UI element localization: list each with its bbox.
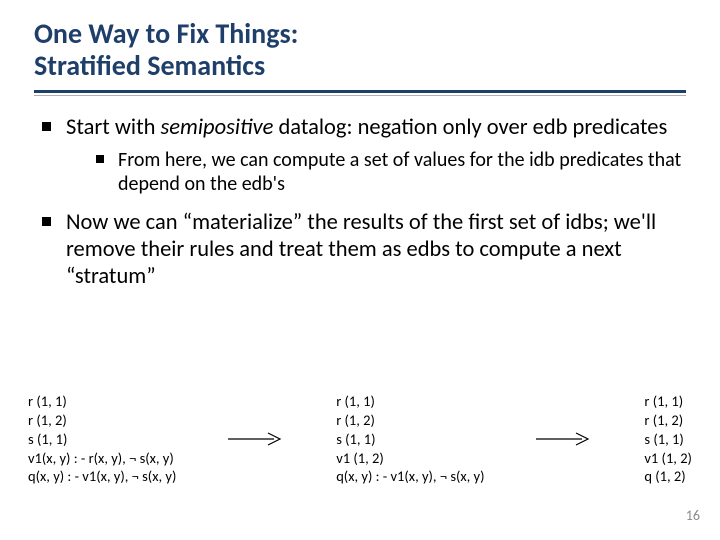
bullet-1-em: semipositive	[161, 114, 274, 141]
c2-l1: r (1, 1)	[336, 392, 484, 411]
title-line-2: Stratified Semantics	[34, 48, 265, 83]
c2-l5: q(x, y) : - v1(x, y), ¬ s(x, y)	[336, 467, 484, 486]
arrow-1-icon	[224, 432, 288, 446]
sub-bullet-list: From here, we can compute a set of value…	[66, 148, 686, 197]
c3-l2: r (1, 2)	[644, 411, 692, 430]
slide-title: One Way to Fix Things: Stratified Semant…	[34, 18, 686, 82]
c1-l3: s (1, 1)	[28, 430, 176, 449]
sub-bullet-1: From here, we can compute a set of value…	[94, 148, 686, 197]
bullet-list: Start with semipositive datalog: negatio…	[34, 114, 686, 291]
stratum-col-1: r (1, 1) r (1, 2) s (1, 1) v1(x, y) : - …	[28, 392, 176, 486]
c1-l1: r (1, 1)	[28, 392, 176, 411]
stratum-col-3: r (1, 1) r (1, 2) s (1, 1) v1 (1, 2) q (…	[644, 392, 692, 486]
c3-l1: r (1, 1)	[644, 392, 692, 411]
bullet-1-pre: Start with	[66, 114, 161, 141]
c3-l5: q (1, 2)	[644, 467, 692, 486]
bullet-2-text: Now we can “materialize” the results of …	[66, 209, 656, 291]
c3-l4: v1 (1, 2)	[644, 449, 692, 468]
sub-bullet-1-text: From here, we can compute a set of value…	[118, 148, 681, 196]
c2-l4: v1 (1, 2)	[336, 449, 484, 468]
bullet-1: Start with semipositive datalog: negatio…	[40, 114, 686, 196]
c3-l3: s (1, 1)	[644, 430, 692, 449]
title-line-1: One Way to Fix Things:	[34, 16, 298, 51]
strata-row: r (1, 1) r (1, 2) s (1, 1) v1(x, y) : - …	[28, 392, 692, 486]
c1-l2: r (1, 2)	[28, 411, 176, 430]
c1-l4: v1(x, y) : - r(x, y), ¬ s(x, y)	[28, 449, 176, 468]
bullet-1-post: datalog: negation only over edb predicat…	[273, 114, 667, 141]
bullet-2: Now we can “materialize” the results of …	[40, 209, 686, 291]
title-rule	[34, 90, 686, 96]
c1-l5: q(x, y) : - v1(x, y), ¬ s(x, y)	[28, 467, 176, 486]
arrow-2-icon	[532, 432, 596, 446]
page-number: 16	[686, 507, 700, 524]
c2-l3: s (1, 1)	[336, 430, 484, 449]
stratum-col-2: r (1, 1) r (1, 2) s (1, 1) v1 (1, 2) q(x…	[336, 392, 484, 486]
c2-l2: r (1, 2)	[336, 411, 484, 430]
